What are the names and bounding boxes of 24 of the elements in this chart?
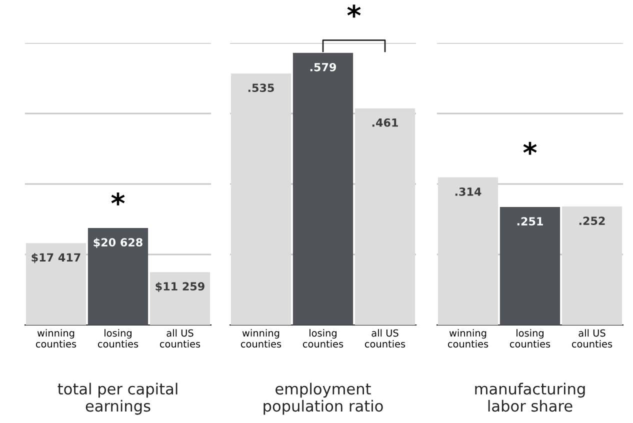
annotation: * [523,142,537,155]
data-label: $11 259 [156,282,204,292]
x-axis-title: total per capital earnings [58,382,178,415]
x-tick-label: winning counties [240,329,282,348]
annotation: * [111,192,125,206]
x-axis-title: manufacturing labor share [475,382,585,412]
data-label: .461 [372,118,398,127]
data-label: .314 [455,187,482,196]
text: * [347,4,361,18]
data-label: .251 [517,217,543,226]
x-tick-label: losing counties [98,329,138,348]
x-tick-label: all US counties [160,329,200,348]
x-tick-label: winning counties [448,329,488,348]
x-tick-label: winning counties [36,329,76,348]
x-tick-label: all US counties [572,329,612,348]
x-tick-label: losing counties [302,329,344,348]
x-tick-label: losing counties [510,329,550,348]
data-label: $20 628 [94,238,142,248]
x-axis-title: employment population ratio [264,382,383,415]
data-label: $17 417 [32,253,80,264]
data-label: .252 [579,216,605,226]
x-tick-label: all US counties [364,329,406,348]
data-label: .579 [310,62,336,72]
data-label: .535 [248,84,274,92]
